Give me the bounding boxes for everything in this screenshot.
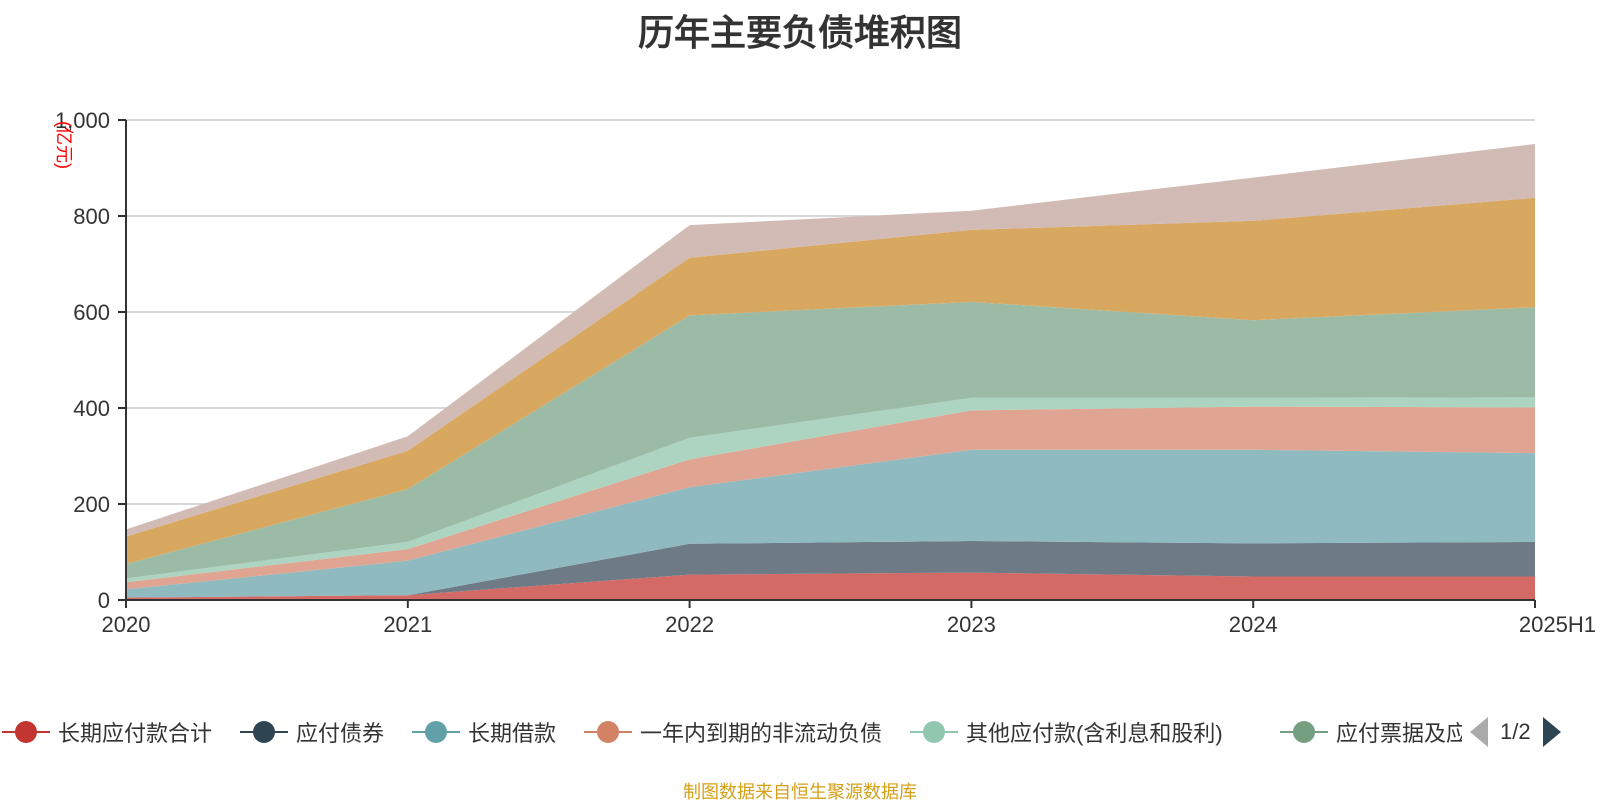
- legend-item[interactable]: 应付票据及应付账款: [1278, 712, 1462, 752]
- legend-item[interactable]: 长期借款: [410, 712, 556, 752]
- x-tick-label: 2024: [1229, 612, 1278, 637]
- y-tick-label: 600: [73, 300, 110, 325]
- legend-label: 应付债券: [296, 721, 385, 746]
- x-tick-label: 2022: [665, 612, 714, 637]
- legend-page-indicator: 1/2: [1500, 719, 1531, 744]
- x-tick-labels: 2020 2021 2022 2023 2024 2025H1: [102, 600, 1596, 637]
- legend-label: 其他应付款(含利息和股利): [966, 721, 1223, 746]
- y-tick-label: 800: [73, 204, 110, 229]
- area-series-1[interactable]: [126, 541, 1535, 598]
- legend: 长期应付款合计 应付债券 长期借款 一年内到期的非流动负债 其他应付款(含利息和股利) 应…: [0, 712, 1600, 752]
- area-series-3[interactable]: [126, 406, 1535, 590]
- legend-label: 一年内到期的非流动负债: [640, 721, 883, 746]
- area-series-0[interactable]: [126, 572, 1535, 600]
- x-tick-label: 2023: [947, 612, 996, 637]
- legend-label: 应付票据及应付账款: [1336, 721, 1462, 746]
- area-series: [126, 144, 1535, 600]
- source-note: 制图数据来自恒生聚源数据库: [683, 782, 917, 802]
- x-tick-label: 2021: [383, 612, 432, 637]
- chart-title: 历年主要负债堆积图: [637, 12, 962, 53]
- legend-marker-icon: [1280, 721, 1328, 743]
- legend-item[interactable]: 应付债券: [238, 712, 384, 752]
- y-tick-label: 400: [73, 396, 110, 421]
- x-tick-label: 2025H1: [1519, 612, 1596, 637]
- legend-marker-icon: [2, 721, 50, 743]
- y-tick-label: 0: [98, 588, 110, 613]
- legend-label: 长期借款: [468, 721, 557, 746]
- legend-prev-page-icon[interactable]: [1470, 717, 1488, 747]
- legend-items: 长期应付款合计 应付债券 长期借款 一年内到期的非流动负债 其他应付款(含利息和股利) 应…: [0, 712, 1462, 752]
- legend-marker-icon: [240, 721, 288, 743]
- axes: [125, 120, 1535, 601]
- y-axis-unit-label: (亿元): [54, 121, 74, 169]
- legend-item[interactable]: 长期应付款合计: [0, 712, 212, 752]
- legend-item[interactable]: 其他应付款(含利息和股利): [908, 712, 1223, 752]
- area-series-7[interactable]: [126, 144, 1535, 537]
- legend-next-page-icon[interactable]: [1542, 717, 1561, 747]
- y-tick-label: 1,000: [55, 108, 110, 133]
- legend-pager: 1/2: [1460, 712, 1600, 752]
- area-series-5[interactable]: [126, 301, 1535, 579]
- y-tick-labels: 0 200 400 600 800 1,000: [55, 108, 126, 613]
- area-series-4[interactable]: [126, 397, 1535, 583]
- legend-item[interactable]: 一年内到期的非流动负债: [582, 712, 882, 752]
- legend-marker-icon: [584, 721, 632, 743]
- legend-marker-icon: [412, 721, 460, 743]
- area-series-6[interactable]: [126, 197, 1535, 565]
- y-tick-label: 200: [73, 492, 110, 517]
- x-tick-label: 2020: [102, 612, 151, 637]
- legend-label: 长期应付款合计: [58, 721, 213, 746]
- area-series-2[interactable]: [126, 449, 1535, 598]
- legend-marker-icon: [910, 721, 958, 743]
